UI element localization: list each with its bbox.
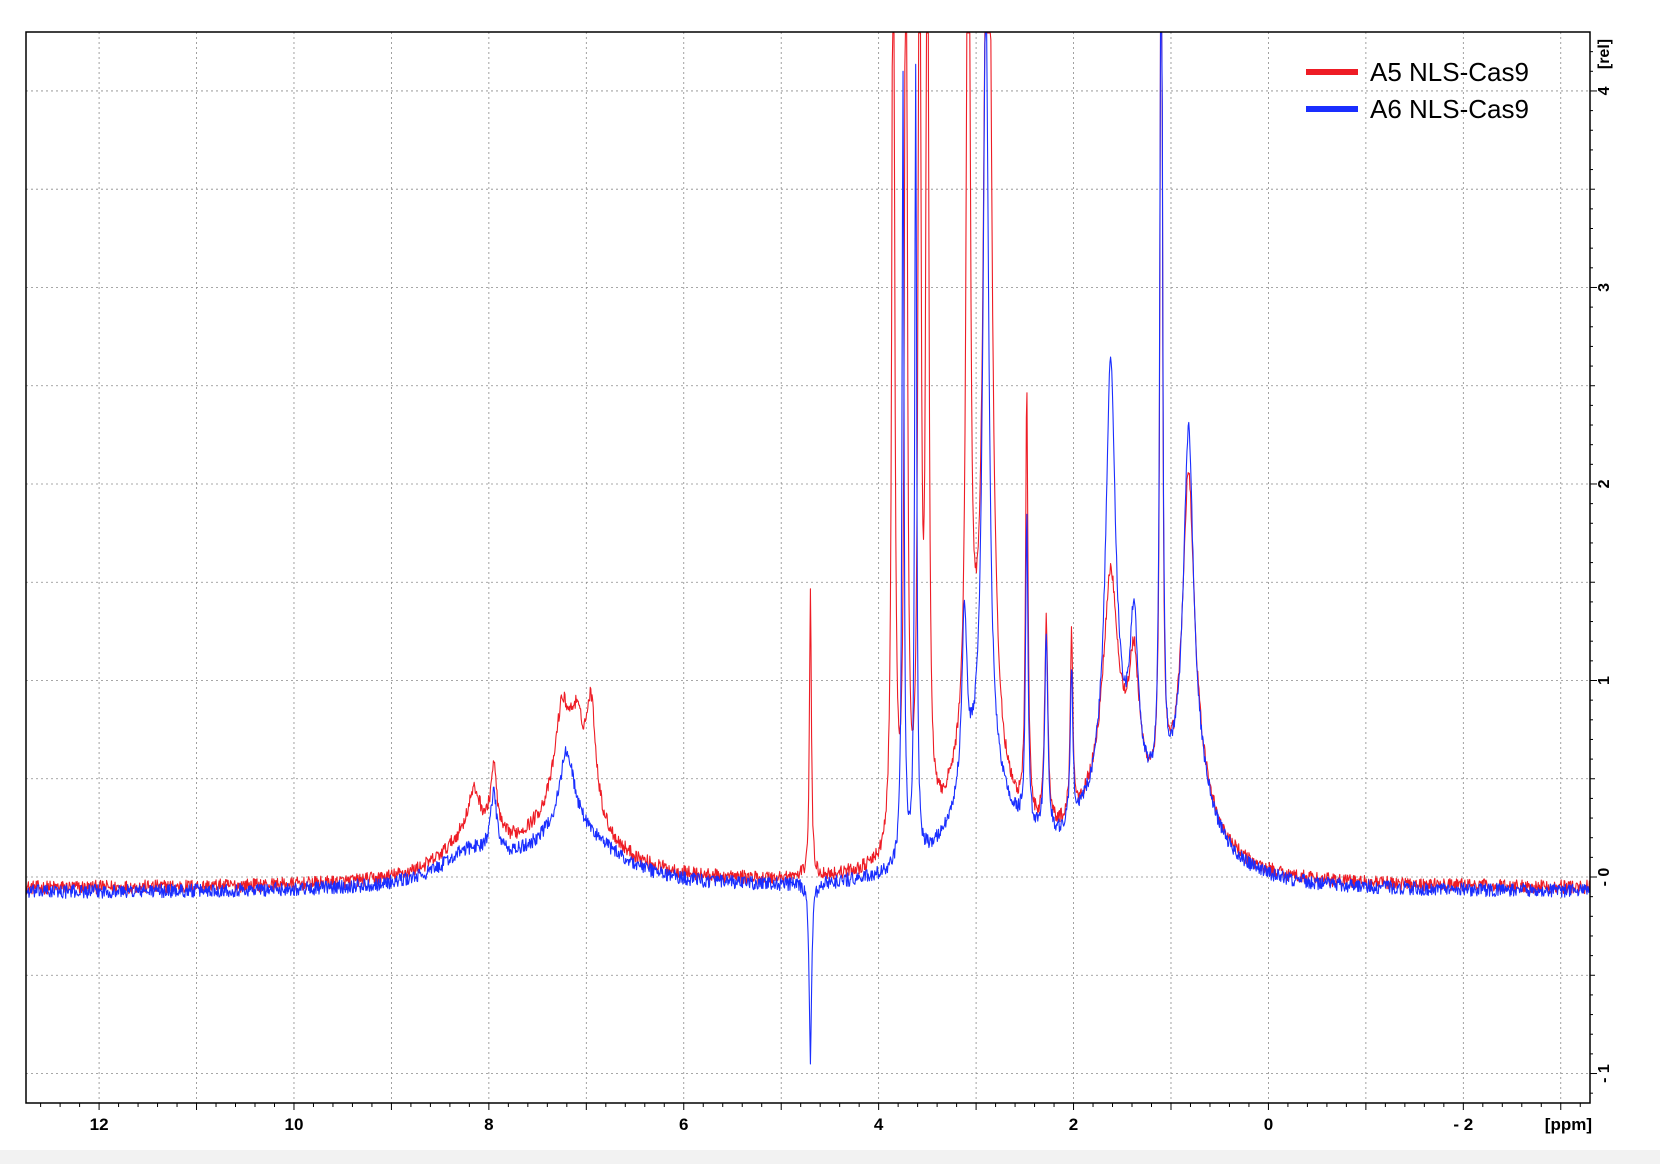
series-line-1 — [25, 32, 1591, 895]
plot-frame — [25, 31, 1591, 1104]
y-tick-label: 2 — [1596, 479, 1613, 488]
x-tick-label: 2 — [1069, 1115, 1078, 1134]
y-axis: - 1 - 0 1 2 3 4 [rel] — [1590, 39, 1613, 1094]
x-tick-label: 0 — [1264, 1115, 1273, 1134]
series-layer — [25, 32, 1591, 1065]
x-axis-label: [ppm] — [1545, 1115, 1592, 1134]
y-tick-label: 3 — [1596, 283, 1613, 292]
bottom-band — [0, 1150, 1660, 1164]
series-line-2 — [25, 32, 1591, 1065]
x-tick-label: 6 — [679, 1115, 688, 1134]
y-tick-label: 1 — [1596, 676, 1613, 685]
x-tick-label: - 2 — [1453, 1115, 1473, 1134]
legend: A5 NLS-Cas9 A6 NLS-Cas9 — [1306, 57, 1529, 124]
x-tick-label: 12 — [90, 1115, 109, 1134]
legend-label: A5 NLS-Cas9 — [1370, 57, 1529, 87]
y-tick-label: - 1 — [1596, 1064, 1613, 1083]
x-axis: 12 10 8 6 4 2 0 - 2 [ppm] — [40, 1103, 1592, 1134]
x-tick-label: 4 — [874, 1115, 884, 1134]
y-tick-label: - 0 — [1596, 868, 1613, 887]
legend-label: A6 NLS-Cas9 — [1370, 94, 1529, 124]
y-tick-label: 4 — [1596, 86, 1613, 95]
x-tick-label: 8 — [484, 1115, 493, 1134]
y-axis-label: [rel] — [1596, 39, 1613, 69]
x-tick-label: 10 — [285, 1115, 304, 1134]
grid-layer — [26, 32, 1590, 1103]
